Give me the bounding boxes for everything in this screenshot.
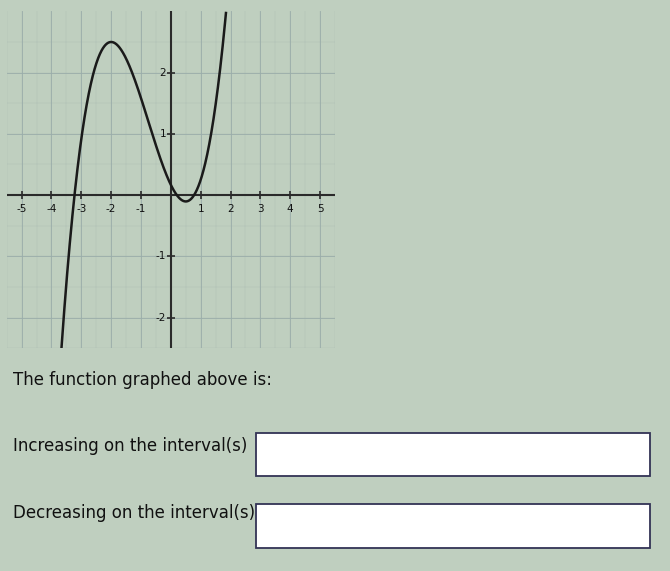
Text: 4: 4 [287, 204, 293, 214]
Text: 3: 3 [257, 204, 264, 214]
FancyBboxPatch shape [256, 504, 650, 548]
Text: Increasing on the interval(s): Increasing on the interval(s) [13, 437, 248, 455]
Text: -2: -2 [106, 204, 117, 214]
Text: 1: 1 [198, 204, 204, 214]
Text: 1: 1 [159, 129, 166, 139]
Text: -1: -1 [156, 251, 166, 262]
Text: 2: 2 [227, 204, 234, 214]
Text: The function graphed above is:: The function graphed above is: [13, 371, 272, 389]
Text: -3: -3 [76, 204, 86, 214]
Text: -5: -5 [17, 204, 27, 214]
FancyBboxPatch shape [256, 433, 650, 476]
Text: 5: 5 [317, 204, 324, 214]
Text: -1: -1 [136, 204, 146, 214]
Text: -2: -2 [156, 312, 166, 323]
Text: 2: 2 [159, 67, 166, 78]
Text: -4: -4 [46, 204, 57, 214]
Text: Decreasing on the interval(s): Decreasing on the interval(s) [13, 504, 255, 522]
